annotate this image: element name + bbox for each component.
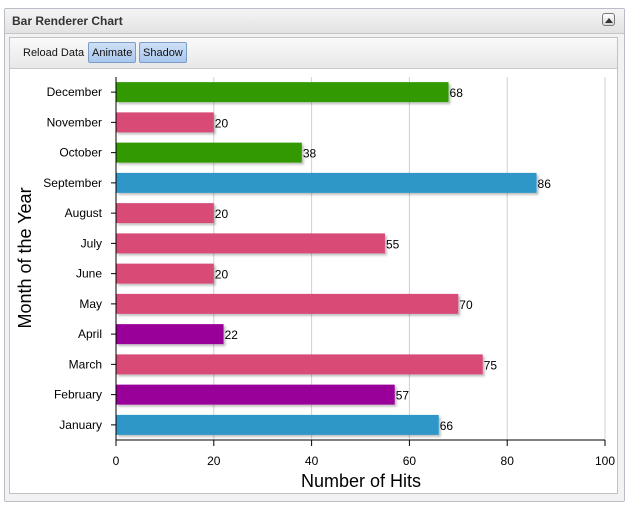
y-tick-label: March bbox=[69, 357, 102, 371]
x-tick-label: 60 bbox=[403, 454, 417, 468]
y-tick-label: April bbox=[78, 327, 102, 341]
data-label-october: 38 bbox=[303, 147, 317, 161]
data-label-september: 86 bbox=[538, 177, 552, 191]
bar-april[interactable] bbox=[116, 324, 224, 345]
collapse-button[interactable] bbox=[602, 13, 615, 26]
bar-july[interactable] bbox=[116, 233, 385, 254]
data-label-june: 20 bbox=[215, 268, 229, 282]
y-tick-label: May bbox=[79, 297, 102, 311]
y-tick-label: December bbox=[47, 85, 102, 99]
y-tick-label: July bbox=[81, 236, 102, 250]
x-tick-label: 80 bbox=[501, 454, 515, 468]
x-tick-label: 20 bbox=[207, 454, 221, 468]
bar-june[interactable] bbox=[116, 263, 214, 284]
panel-title: Bar Renderer Chart bbox=[12, 14, 123, 28]
data-label-february: 57 bbox=[396, 389, 410, 403]
bar-february[interactable] bbox=[116, 384, 395, 405]
bar-january[interactable] bbox=[116, 414, 439, 435]
y-tick-label: August bbox=[65, 206, 103, 220]
y-tick-label: January bbox=[59, 418, 102, 432]
x-axis-title: Number of Hits bbox=[301, 471, 421, 491]
y-tick-label: June bbox=[76, 267, 102, 281]
data-label-may: 70 bbox=[459, 298, 473, 312]
bar-november[interactable] bbox=[116, 112, 214, 133]
bar-march[interactable] bbox=[116, 354, 483, 375]
toolbar: Reload Data Animate Shadow bbox=[10, 38, 617, 69]
grid-lines bbox=[213, 77, 606, 440]
bar-december[interactable] bbox=[116, 82, 449, 103]
y-tick-label: February bbox=[54, 388, 102, 402]
x-tick-label: 100 bbox=[595, 454, 615, 468]
data-label-july: 55 bbox=[386, 237, 400, 251]
data-label-march: 75 bbox=[484, 358, 498, 372]
bar-august[interactable] bbox=[116, 203, 214, 224]
data-label-january: 66 bbox=[440, 419, 454, 433]
y-tick-label: September bbox=[43, 176, 102, 190]
reload-data-button[interactable]: Reload Data bbox=[23, 47, 85, 59]
data-label-december: 68 bbox=[450, 86, 464, 100]
y-axis-title: Month of the Year bbox=[15, 187, 35, 328]
bar-september[interactable] bbox=[116, 172, 537, 193]
data-label-april: 22 bbox=[225, 328, 239, 342]
shadow-toggle-button[interactable]: Shadow bbox=[139, 42, 187, 63]
x-tick-label: 40 bbox=[305, 454, 319, 468]
animate-toggle-button[interactable]: Animate bbox=[88, 42, 137, 63]
panel-header: Bar Renderer Chart bbox=[5, 9, 624, 34]
bar-may[interactable] bbox=[116, 293, 459, 314]
y-tick-label: October bbox=[59, 146, 102, 160]
data-label-august: 20 bbox=[215, 207, 229, 221]
bars: 66 57 75 22 70 20 55 20 86 38 20 68 bbox=[116, 82, 551, 435]
axes: January February March April May June July Augu… bbox=[43, 77, 615, 468]
chevron-up-icon bbox=[605, 18, 613, 23]
y-tick-label: November bbox=[47, 115, 102, 129]
x-tick-label: 0 bbox=[113, 454, 120, 468]
bar-october[interactable] bbox=[116, 142, 302, 163]
data-label-november: 20 bbox=[215, 116, 229, 130]
